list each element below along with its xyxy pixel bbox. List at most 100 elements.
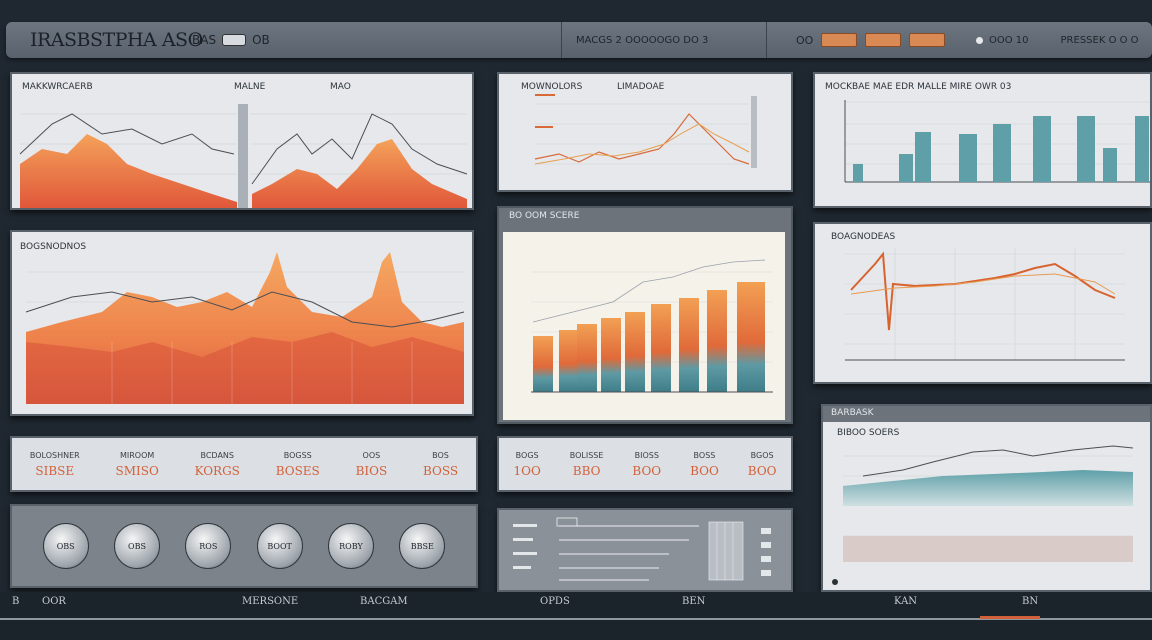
toggle-switch[interactable] <box>222 34 247 46</box>
gauge-dial[interactable]: BOOT <box>256 523 303 569</box>
stat-label: BOLISSE <box>569 450 604 460</box>
stat-value: KORGS <box>194 463 240 478</box>
bar <box>915 132 931 182</box>
bar <box>1077 116 1095 182</box>
panel-title: BO OOM SCERE <box>509 211 580 221</box>
line-chart-right <box>845 248 1125 361</box>
panel-stacked-bars: BO OOM SCERE <box>497 206 793 424</box>
bar <box>1135 116 1149 182</box>
stat-label: BGOS <box>750 450 774 460</box>
stat-value: BOO <box>690 463 719 478</box>
line-series-b <box>850 273 1116 295</box>
preset-menu[interactable]: PRESSEK O O O <box>1060 34 1139 46</box>
toolbar-divider <box>561 22 562 58</box>
list-panel <box>497 508 793 592</box>
panel-title: MAKKWRCAERB <box>22 82 93 92</box>
legend-swatch <box>535 94 555 96</box>
footer-label: KAN <box>894 596 918 607</box>
status-label: OOO 10 <box>989 34 1029 46</box>
action-button-2[interactable] <box>865 33 902 47</box>
panel-area-large: BOGSNODNOS <box>10 230 474 416</box>
gauge-list: OBS OBS ROS BOOT ROBY BBSE <box>12 506 476 586</box>
line-series-left <box>19 113 235 155</box>
panel-divider <box>238 104 248 208</box>
action-button-1[interactable] <box>821 33 858 47</box>
title-code: BAS <box>192 33 217 47</box>
stat-value: BOSES <box>275 463 320 478</box>
stat-label: BOGSS <box>283 450 312 460</box>
list-row-label <box>513 524 537 527</box>
footer-label: B <box>12 596 20 607</box>
footer-label: OPDS <box>540 596 570 607</box>
footer-label: BEN <box>682 596 706 607</box>
legend-dot-icon <box>832 579 838 585</box>
row-selection[interactable] <box>556 517 578 527</box>
stat-value: BOO <box>632 463 662 478</box>
bar <box>737 282 765 392</box>
panel-subtitle: MAO <box>330 82 351 92</box>
panel-title: BOGSNODNOS <box>20 242 87 252</box>
bar <box>625 312 645 392</box>
stat-item: BOLISSE BBO <box>570 451 604 478</box>
bar <box>559 330 579 392</box>
stat-value: 1OO <box>513 463 541 478</box>
list-value <box>761 556 771 562</box>
list-row-label <box>513 538 533 541</box>
line-series-b <box>534 123 750 165</box>
timeline-marker[interactable] <box>980 616 1040 619</box>
stat-item: OOS BIOS <box>356 451 388 478</box>
gauge-strip: OBS OBS ROS BOOT ROBY BBSE <box>10 504 478 588</box>
gauge-dial[interactable]: ROS <box>185 523 232 569</box>
line-series-overlay <box>25 291 465 328</box>
stat-label: BIOSS <box>634 450 659 460</box>
band-series <box>843 470 1133 506</box>
panel-bar-teal: MOCKBAE MAE EDR MALLE MIRE OWR 03 <box>813 72 1152 208</box>
scroll-handle[interactable] <box>751 96 757 168</box>
line-series <box>862 445 1134 477</box>
stacked-bar-chart <box>531 259 773 393</box>
app-title: IRASBSTPHA ASO <box>30 22 203 58</box>
bar <box>651 304 671 392</box>
toolbar-actions: OO <box>796 22 946 58</box>
gauge-dial[interactable]: BBSE <box>399 523 446 569</box>
timeline-track[interactable] <box>0 618 1152 620</box>
range-strip[interactable] <box>843 536 1133 562</box>
stat-value: BOO <box>747 463 777 478</box>
detail-card[interactable] <box>708 521 744 581</box>
bar <box>707 290 727 392</box>
list-row-label <box>513 566 531 569</box>
stat-label: OOS <box>362 450 381 460</box>
footer-label: BACGAM <box>360 596 408 607</box>
area-chart-large <box>25 252 465 404</box>
list-value <box>761 528 771 534</box>
stat-item: BOLOSHNER SIBSE <box>30 451 80 478</box>
stat-item: BGOS BOO <box>748 451 777 478</box>
bar <box>1103 148 1117 182</box>
area-series-left <box>20 134 237 208</box>
title-code-2: OB <box>252 33 270 47</box>
stat-value: BIOS <box>355 463 388 478</box>
stat-strip-left: BOLOSHNER SIBSE MIROOM SMISO BCDANS KORGS B… <box>10 436 478 492</box>
gauge-dial[interactable]: ROBY <box>327 523 374 569</box>
stat-label: MIROOM <box>119 450 155 460</box>
panel-title: MOCKBAE MAE EDR MALLE MIRE OWR 03 <box>825 82 1012 92</box>
bar <box>533 336 553 392</box>
stat-label: BOSS <box>693 450 716 460</box>
stat-label: BOGS <box>515 450 539 460</box>
panel-header <box>823 406 1150 422</box>
top-toolbar: IRASBSTPHA ASO BAS OB MACGS 2 OOOOOGO DO… <box>6 22 1152 58</box>
stat-item: MIROOM SMISO <box>115 451 158 478</box>
action-button-3[interactable] <box>909 33 946 47</box>
gauge-dial[interactable]: OBS <box>42 523 89 569</box>
gauge-dial[interactable]: OBS <box>113 523 160 569</box>
line-series-a <box>534 113 750 165</box>
legend-swatch <box>535 126 553 128</box>
stat-item: BIOSS BOO <box>632 451 661 478</box>
line-chart-small <box>534 94 757 168</box>
panel-subtitle: BIBOO SOERS <box>837 428 900 438</box>
toolbar-center-label: MACGS 2 OOOOOGO DO 3 <box>576 34 709 46</box>
stat-strip-mid: BOGS 1OO BOLISSE BBO BIOSS BOO BOSS BOO BGOS… <box>497 436 793 492</box>
toolbar-status: OOO 10 PRESSEK O O O <box>976 22 1139 58</box>
stat-label: BOS <box>432 450 449 460</box>
panel-title: BOAGNODEAS <box>831 232 896 242</box>
